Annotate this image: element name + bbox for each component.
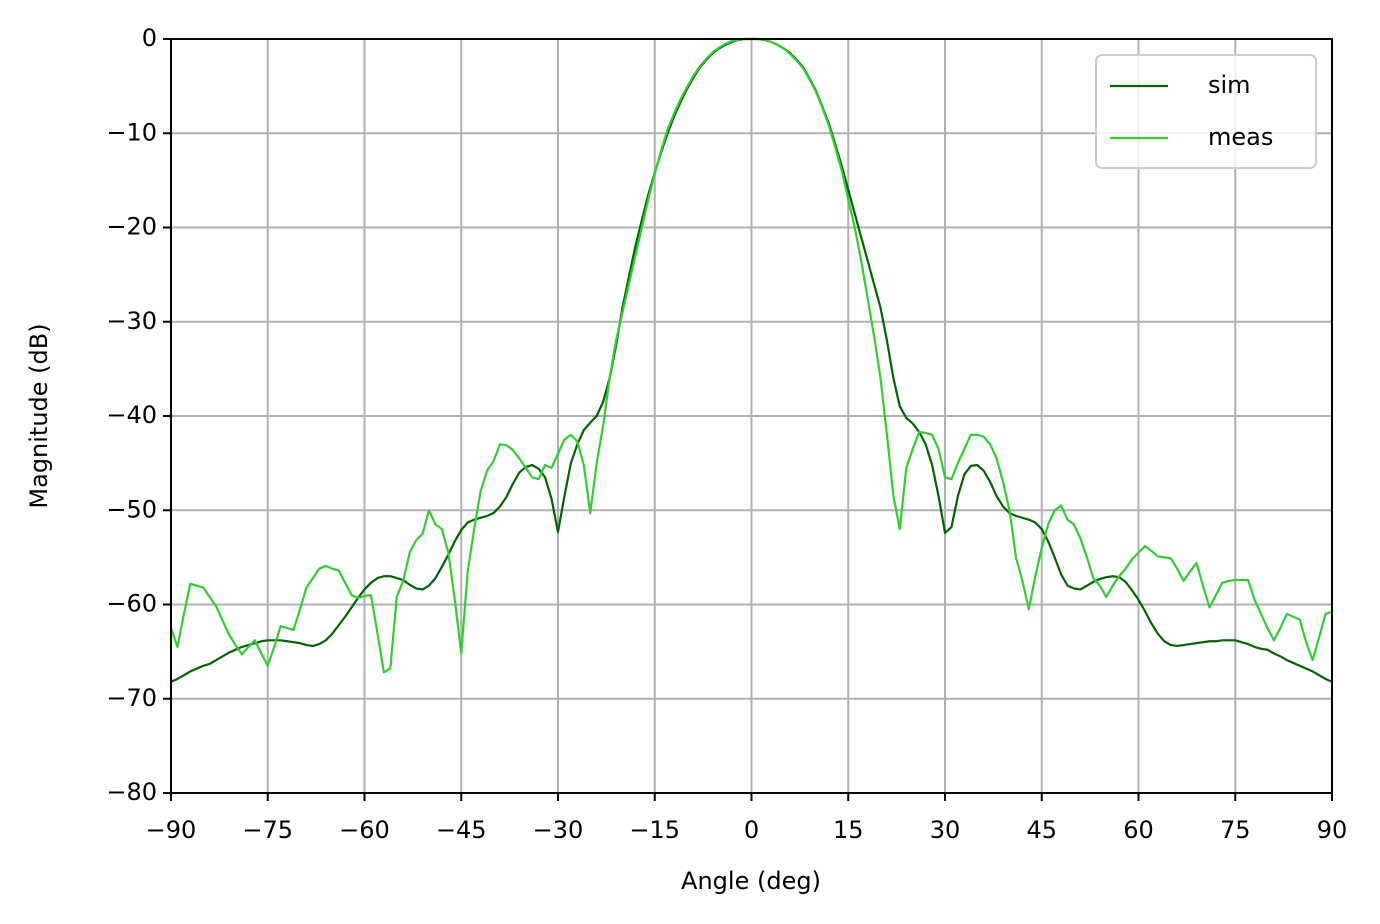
x-tick-label: −45 bbox=[436, 816, 487, 844]
y-tick-label: −40 bbox=[106, 401, 157, 429]
y-tick-label: −10 bbox=[106, 118, 157, 146]
y-tick-label: −30 bbox=[106, 307, 157, 335]
y-tick-label: 0 bbox=[142, 24, 157, 52]
y-tick-label: −60 bbox=[106, 590, 157, 618]
legend-label: meas bbox=[1208, 123, 1273, 151]
x-tick-label: 75 bbox=[1220, 816, 1251, 844]
y-tick-label: −20 bbox=[106, 213, 157, 241]
y-tick-label: −50 bbox=[106, 495, 157, 523]
legend: sim meas bbox=[1095, 54, 1317, 169]
x-tick-label: 45 bbox=[1026, 816, 1057, 844]
y-tick-label: −70 bbox=[106, 684, 157, 712]
legend-label: sim bbox=[1208, 71, 1251, 99]
x-tick-label: 0 bbox=[744, 816, 759, 844]
x-tick-label: 15 bbox=[833, 816, 864, 844]
x-tick-label: −15 bbox=[629, 816, 680, 844]
x-axis-label: Angle (deg) bbox=[681, 867, 821, 895]
y-tick-label: −80 bbox=[106, 778, 157, 806]
x-tick-label: −60 bbox=[339, 816, 390, 844]
y-axis-label: Magnitude (dB) bbox=[25, 323, 53, 508]
x-tick-label: −90 bbox=[146, 816, 197, 844]
x-tick-label: 90 bbox=[1317, 816, 1348, 844]
x-tick-label: 30 bbox=[930, 816, 961, 844]
legend-box bbox=[1095, 54, 1317, 169]
x-tick-label: 60 bbox=[1123, 816, 1154, 844]
x-tick-label: −75 bbox=[242, 816, 293, 844]
x-tick-label: −30 bbox=[533, 816, 584, 844]
ticks: −90 −75 −60 −45 −30 −15 0 15 30 45 60 75 90 −80 −70 −60… bbox=[106, 24, 1347, 844]
